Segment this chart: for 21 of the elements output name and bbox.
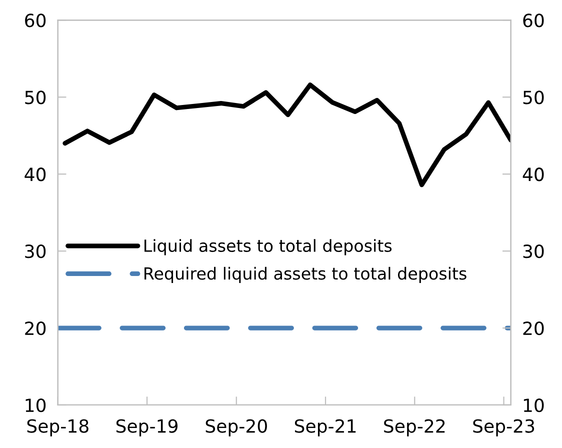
y2-tick-label: 20 — [523, 321, 544, 336]
legend-label: Required liquid assets to total deposits — [144, 266, 466, 284]
y2-tick-label: 40 — [522, 168, 544, 182]
y2-tick-label: 50 — [523, 90, 544, 104]
y-tick-label: 20 — [25, 321, 46, 336]
x-tick-label: Sep-18 — [27, 419, 88, 436]
y2-tick-label: 30 — [523, 244, 544, 258]
legend-label: Liquid assets to total deposits — [144, 239, 392, 256]
x-tick-label: Sep-21 — [294, 419, 356, 436]
x-tick-label: Sep-20 — [206, 419, 267, 436]
y-tick-label: 30 — [25, 244, 46, 258]
x-tick-label: Sep-23 — [473, 419, 534, 436]
y-tick-label: 60 — [25, 14, 46, 28]
y2-tick-label: 10 — [524, 398, 544, 412]
x-tick-label: Sep-19 — [116, 419, 178, 436]
y-tick-label: 40 — [24, 168, 46, 182]
y-tick-label: 10 — [26, 398, 46, 412]
y-tick-label: 50 — [25, 90, 46, 104]
x-tick-label: Sep-22 — [384, 419, 445, 436]
line-series — [62, 82, 511, 188]
y2-tick-label: 60 — [523, 14, 544, 28]
